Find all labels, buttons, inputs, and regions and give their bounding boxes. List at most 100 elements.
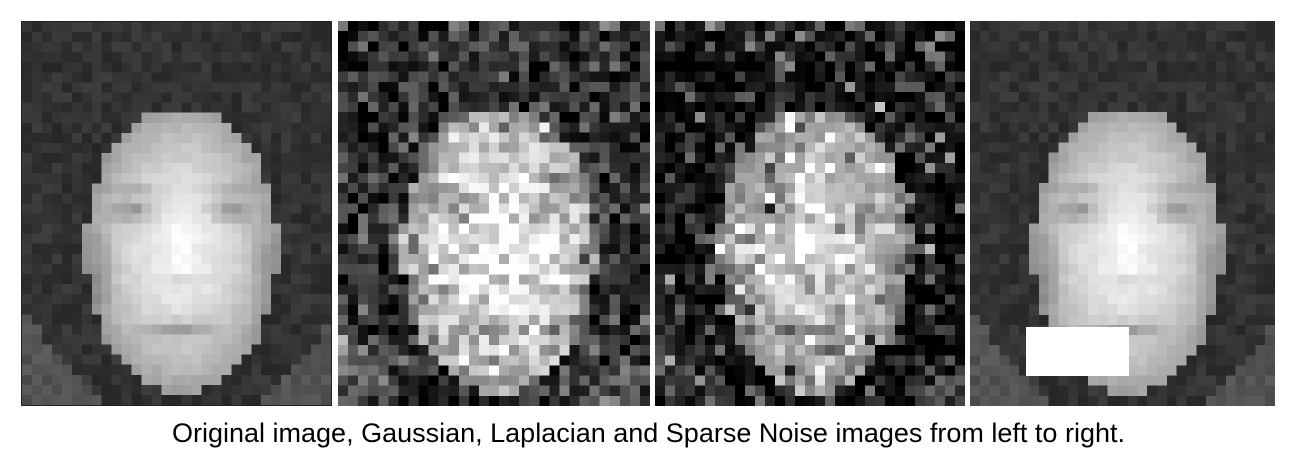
face-pixel	[1029, 395, 1040, 406]
face-pixel	[765, 324, 776, 336]
face-pixel	[835, 335, 846, 346]
face-pixel	[261, 122, 272, 134]
face-pixel	[1068, 213, 1079, 225]
face-pixel	[121, 112, 133, 124]
face-pixel	[1078, 243, 1089, 255]
face-pixel	[1048, 51, 1060, 63]
face-pixel	[1166, 274, 1178, 285]
face-pixel	[438, 284, 450, 296]
face-pixel	[488, 31, 500, 42]
face-pixel	[338, 355, 349, 366]
face-pixel	[639, 274, 650, 285]
face-pixel	[945, 335, 956, 346]
face-pixel	[935, 81, 946, 93]
face-pixel	[795, 345, 806, 356]
face-pixel	[1215, 243, 1227, 255]
face-pixel	[579, 142, 591, 154]
face-pixel	[1019, 91, 1030, 103]
face-pixel	[785, 345, 796, 356]
face-pixel	[1097, 162, 1109, 174]
face-pixel	[1186, 395, 1197, 406]
face-pixel	[875, 183, 886, 194]
face-pixel	[241, 62, 252, 73]
face-pixel	[338, 284, 349, 296]
face-pixel	[569, 162, 581, 174]
face-pixel	[1147, 284, 1158, 296]
face-pixel	[468, 304, 480, 316]
face-pixel	[1038, 102, 1050, 113]
face-pixel	[589, 264, 601, 275]
face-pixel	[271, 102, 282, 114]
face-pixel	[111, 284, 123, 295]
face-pixel	[1245, 213, 1256, 225]
face-pixel	[22, 52, 33, 63]
face-pixel	[1245, 21, 1256, 32]
face-pixel	[1147, 223, 1158, 235]
face-pixel	[1107, 142, 1119, 154]
face-pixel	[785, 243, 796, 255]
face-pixel	[875, 112, 886, 123]
face-pixel	[519, 31, 530, 42]
face-pixel	[301, 334, 312, 346]
face-pixel	[81, 62, 93, 73]
face-pixel	[599, 294, 611, 306]
face-pixel	[1215, 233, 1227, 245]
face-pixel	[1029, 233, 1040, 245]
face-pixel	[1097, 304, 1109, 316]
face-pixel	[468, 132, 480, 144]
face-pixel	[261, 284, 272, 295]
face-pixel	[529, 213, 540, 225]
face-pixel	[795, 183, 806, 194]
face-pixel	[925, 375, 936, 387]
face-pixel	[51, 294, 63, 305]
face-pixel	[1137, 274, 1148, 285]
face-pixel	[1107, 233, 1119, 245]
face-pixel	[735, 284, 746, 296]
face-pixel	[81, 122, 93, 134]
face-pixel	[955, 375, 965, 387]
face-pixel	[271, 32, 282, 43]
face-pixel	[141, 52, 153, 63]
face-pixel	[181, 314, 192, 325]
face-pixel	[398, 294, 409, 306]
face-pixel	[815, 122, 826, 133]
face-pixel	[499, 91, 510, 103]
face-pixel	[311, 314, 322, 325]
face-pixel	[955, 203, 965, 215]
face-pixel	[291, 213, 302, 225]
face-pixel	[458, 21, 470, 32]
face-pixel	[1078, 152, 1089, 164]
face-pixel	[141, 72, 153, 83]
face-pixel	[1068, 314, 1079, 326]
face-pixel	[629, 233, 641, 245]
face-pixel	[388, 51, 399, 63]
face-pixel	[438, 61, 450, 73]
face-pixel	[845, 132, 856, 144]
face-pixel	[91, 163, 103, 174]
face-pixel	[915, 183, 926, 194]
face-pixel	[281, 62, 292, 73]
face-pixel	[261, 193, 272, 204]
face-pixel	[795, 314, 806, 326]
face-pixel	[101, 273, 113, 285]
face-pixel	[468, 142, 480, 154]
face-pixel	[685, 213, 696, 225]
face-pixel	[609, 172, 621, 184]
face-pixel	[478, 284, 490, 296]
face-pixel	[1176, 172, 1187, 184]
face-pixel	[785, 102, 796, 113]
face-pixel	[905, 274, 916, 285]
face-pixel	[765, 375, 776, 387]
face-pixel	[755, 294, 766, 306]
face-pixel	[970, 233, 981, 245]
face-pixel	[599, 183, 611, 194]
face-pixel	[735, 335, 746, 346]
face-pixel	[231, 334, 242, 346]
face-pixel	[785, 385, 796, 397]
face-pixel	[1068, 254, 1079, 265]
face-pixel	[438, 41, 450, 52]
face-pixel	[348, 162, 359, 174]
face-pixel	[448, 152, 460, 164]
face-pixel	[835, 294, 846, 306]
face-pixel	[231, 273, 242, 285]
